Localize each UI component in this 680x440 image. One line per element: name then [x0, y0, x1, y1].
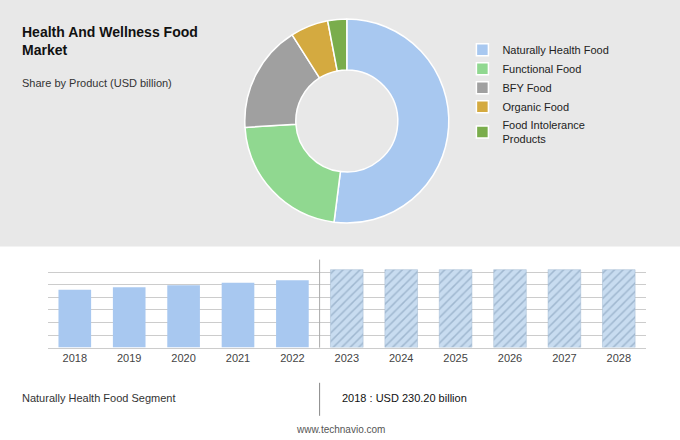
svg-text:Organic Food: Organic Food	[502, 101, 569, 113]
svg-text:2025: 2025	[443, 352, 467, 364]
svg-text:Health And Wellness FoodMarket: Health And Wellness FoodMarket	[22, 24, 198, 58]
svg-text:2026: 2026	[498, 352, 522, 364]
svg-text:2028: 2028	[607, 352, 631, 364]
svg-text:Food IntoleranceProducts: Food IntoleranceProducts	[502, 119, 585, 145]
svg-text:BFY Food: BFY Food	[502, 82, 551, 94]
svg-text:2021: 2021	[226, 352, 250, 364]
svg-text:Naturally Health Food Segment: Naturally Health Food Segment	[22, 392, 175, 404]
svg-text:2018: 2018	[63, 352, 87, 364]
svg-text:Share by Product (USD billion): Share by Product (USD billion)	[22, 77, 172, 89]
svg-text:2018 : USD 230.20 billion: 2018 : USD 230.20 billion	[342, 392, 467, 404]
svg-text:www.technavio.com: www.technavio.com	[296, 424, 385, 435]
svg-text:2022: 2022	[280, 352, 304, 364]
svg-text:2020: 2020	[171, 352, 195, 364]
svg-text:Functional Food: Functional Food	[502, 63, 581, 75]
svg-text:2023: 2023	[335, 352, 359, 364]
svg-text:Naturally Health Food: Naturally Health Food	[502, 44, 608, 56]
svg-text:2019: 2019	[117, 352, 141, 364]
svg-text:2027: 2027	[552, 352, 576, 364]
svg-text:2024: 2024	[389, 352, 413, 364]
